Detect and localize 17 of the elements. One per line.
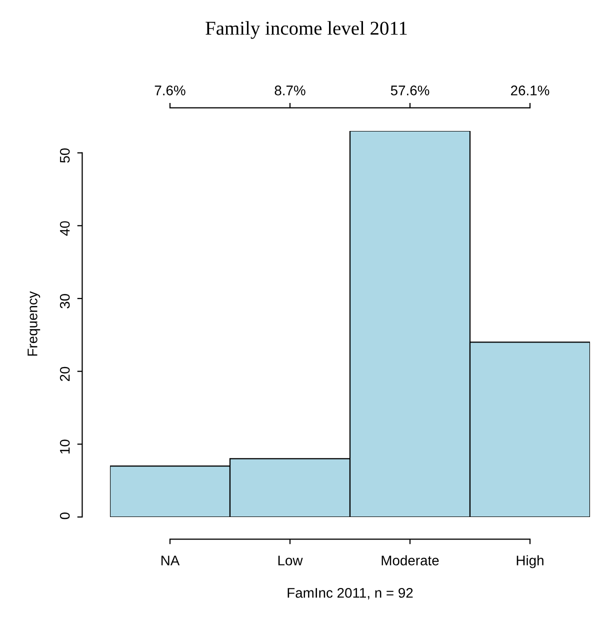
x-tick-label: NA (161, 556, 180, 566)
y-axis-title: Frequency (28, 291, 40, 356)
annotation: 57.6% (390, 86, 430, 96)
x-tick-label: Moderate (382, 555, 439, 566)
x-tick-label: Low (278, 556, 303, 566)
x-axis-title: FamInc 2011, n = 92 (288, 588, 413, 600)
y-tick-label: 30 (60, 294, 70, 308)
chart-title: Family income level 2011 (206, 21, 407, 39)
annotation: 26.1% (511, 86, 550, 96)
y-tick-label: 20 (60, 366, 70, 382)
y-tick-label: 10 (60, 440, 70, 454)
annotation: 7.6% (154, 86, 186, 96)
x-tick-label: High (516, 555, 544, 568)
y-tick-label: 40 (60, 221, 70, 236)
y-tick-label: 0 (60, 512, 70, 520)
y-tick-label: 50 (60, 148, 70, 163)
annotation: 8.7% (274, 86, 306, 96)
